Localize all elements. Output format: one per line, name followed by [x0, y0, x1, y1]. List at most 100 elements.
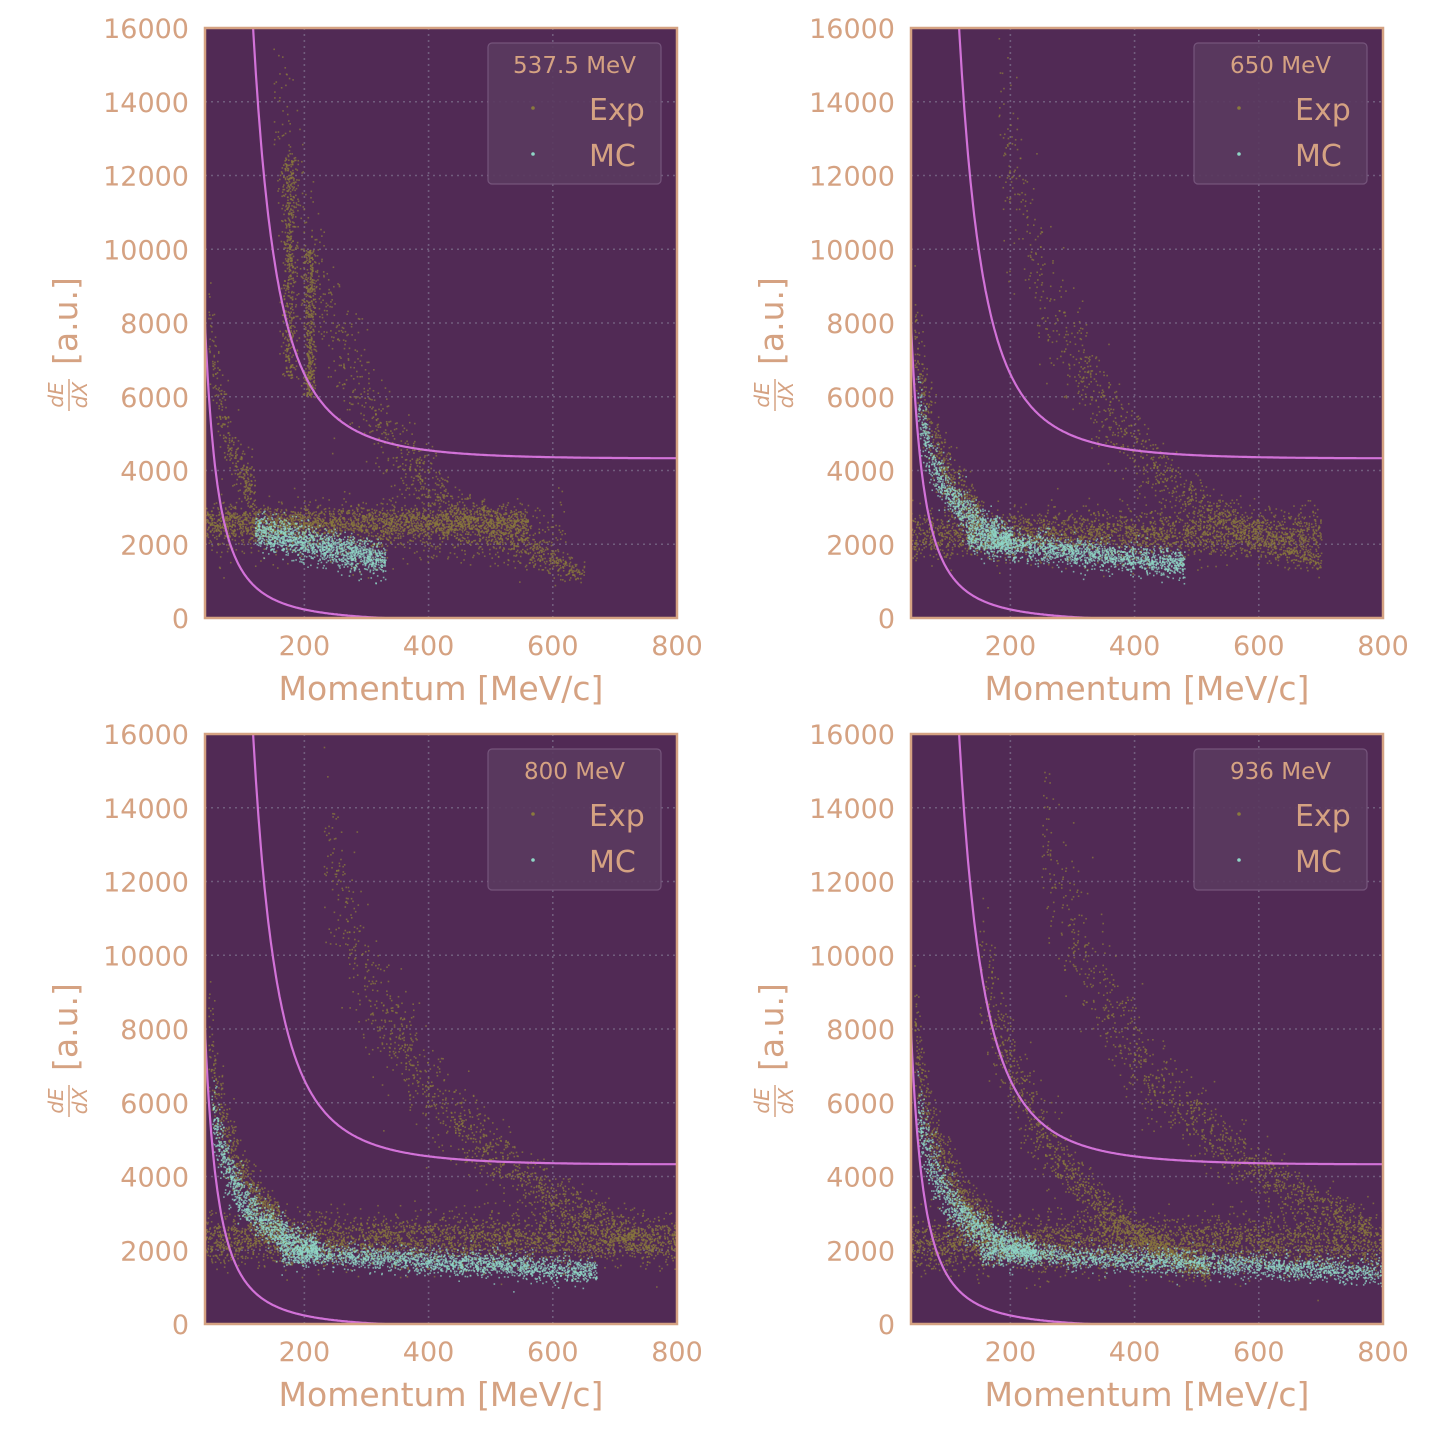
- point: [250, 551, 253, 554]
- point: [240, 531, 242, 534]
- point: [288, 213, 290, 216]
- point: [500, 530, 502, 533]
- point: [363, 515, 366, 517]
- point: [223, 537, 226, 540]
- point: [301, 256, 303, 258]
- point: [344, 526, 346, 529]
- point: [510, 524, 512, 527]
- point: [209, 517, 211, 519]
- point: [229, 420, 232, 423]
- point: [521, 535, 524, 537]
- point: [261, 528, 263, 531]
- point: [251, 483, 253, 486]
- point: [502, 518, 505, 520]
- point: [206, 519, 208, 521]
- point: [526, 525, 528, 528]
- point: [457, 509, 460, 511]
- point: [258, 515, 260, 517]
- point: [323, 508, 326, 511]
- point: [335, 534, 338, 537]
- point: [222, 523, 224, 525]
- point: [293, 316, 295, 319]
- point: [390, 500, 392, 502]
- point: [574, 570, 576, 572]
- point: [292, 308, 294, 311]
- point: [540, 551, 543, 554]
- point: [330, 513, 333, 515]
- point: [461, 525, 464, 527]
- point: [513, 546, 515, 549]
- point: [305, 285, 308, 288]
- point: [284, 178, 287, 181]
- point: [372, 521, 375, 524]
- point: [283, 287, 286, 290]
- point: [225, 512, 227, 515]
- point: [470, 517, 473, 520]
- point: [368, 382, 370, 385]
- point: [551, 554, 554, 557]
- point: [376, 525, 378, 528]
- point: [308, 338, 310, 341]
- point: [276, 508, 278, 511]
- point: [285, 514, 287, 516]
- point: [285, 254, 288, 256]
- point: [247, 477, 249, 479]
- point: [406, 453, 409, 456]
- point: [307, 322, 309, 325]
- point: [312, 343, 315, 346]
- point: [305, 388, 308, 391]
- point: [371, 515, 374, 517]
- point: [225, 406, 227, 409]
- point: [288, 343, 290, 345]
- point: [234, 506, 237, 509]
- point: [365, 419, 368, 422]
- point: [285, 164, 288, 166]
- point: [253, 540, 255, 542]
- point: [435, 521, 438, 523]
- point: [212, 527, 214, 530]
- point: [363, 518, 365, 520]
- point: [302, 525, 304, 527]
- point: [254, 499, 257, 502]
- point: [514, 524, 517, 527]
- point: [337, 283, 339, 285]
- point: [428, 471, 431, 473]
- point: [309, 305, 311, 308]
- point: [445, 502, 447, 504]
- point: [238, 515, 241, 517]
- point: [300, 507, 303, 510]
- point: [219, 390, 221, 392]
- point: [451, 509, 454, 512]
- point: [505, 522, 507, 525]
- point: [428, 519, 430, 522]
- point: [462, 525, 465, 528]
- point: [467, 533, 470, 536]
- point: [284, 247, 287, 249]
- point: [287, 334, 290, 336]
- point: [414, 422, 416, 425]
- point: [206, 535, 208, 537]
- point: [298, 515, 300, 518]
- point: [288, 159, 290, 162]
- point: [209, 513, 211, 516]
- point: [289, 514, 292, 516]
- point: [403, 523, 406, 526]
- point: [459, 511, 462, 513]
- point: [290, 297, 293, 299]
- point: [533, 564, 535, 567]
- point: [214, 361, 216, 364]
- point: [405, 518, 407, 521]
- point: [327, 530, 330, 533]
- point: [317, 212, 320, 215]
- point: [251, 537, 254, 539]
- point: [286, 176, 289, 178]
- point: [246, 531, 249, 534]
- point: [390, 515, 392, 518]
- point: [289, 302, 291, 305]
- point: [340, 532, 342, 534]
- point: [439, 486, 442, 489]
- point: [504, 513, 506, 516]
- point: [515, 509, 517, 511]
- point: [445, 488, 447, 491]
- point: [413, 516, 416, 518]
